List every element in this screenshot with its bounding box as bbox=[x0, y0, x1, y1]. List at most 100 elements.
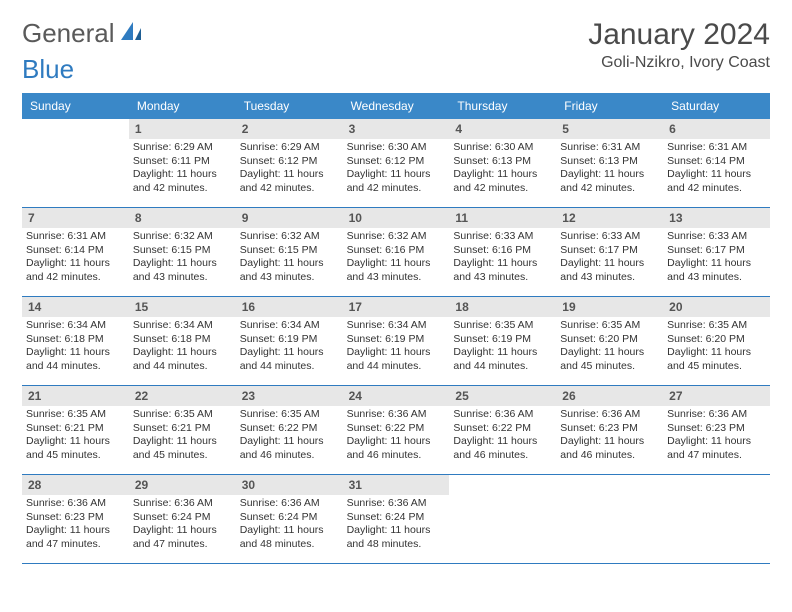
daylight-text: Daylight: 11 hours and 42 minutes. bbox=[26, 257, 125, 284]
sunrise-text: Sunrise: 6:29 AM bbox=[133, 141, 232, 155]
sunset-text: Sunset: 6:14 PM bbox=[667, 155, 766, 169]
daylight-text: Daylight: 11 hours and 43 minutes. bbox=[560, 257, 659, 284]
sunset-text: Sunset: 6:22 PM bbox=[347, 422, 446, 436]
day-cell: 9Sunrise: 6:32 AMSunset: 6:15 PMDaylight… bbox=[236, 208, 343, 296]
sunrise-text: Sunrise: 6:33 AM bbox=[560, 230, 659, 244]
day-details: Sunrise: 6:31 AMSunset: 6:14 PMDaylight:… bbox=[22, 228, 129, 289]
daylight-text: Daylight: 11 hours and 46 minutes. bbox=[453, 435, 552, 462]
day-cell: 12Sunrise: 6:33 AMSunset: 6:17 PMDayligh… bbox=[556, 208, 663, 296]
day-number: 25 bbox=[449, 386, 556, 406]
day-cell: 18Sunrise: 6:35 AMSunset: 6:19 PMDayligh… bbox=[449, 297, 556, 385]
day-cell: 23Sunrise: 6:35 AMSunset: 6:22 PMDayligh… bbox=[236, 386, 343, 474]
day-cell: 29Sunrise: 6:36 AMSunset: 6:24 PMDayligh… bbox=[129, 475, 236, 563]
day-number: 9 bbox=[236, 208, 343, 228]
sunrise-text: Sunrise: 6:35 AM bbox=[240, 408, 339, 422]
daylight-text: Daylight: 11 hours and 45 minutes. bbox=[560, 346, 659, 373]
day-cell: 30Sunrise: 6:36 AMSunset: 6:24 PMDayligh… bbox=[236, 475, 343, 563]
day-cell: 22Sunrise: 6:35 AMSunset: 6:21 PMDayligh… bbox=[129, 386, 236, 474]
sunset-text: Sunset: 6:16 PM bbox=[347, 244, 446, 258]
day-details: Sunrise: 6:35 AMSunset: 6:20 PMDaylight:… bbox=[663, 317, 770, 378]
daylight-text: Daylight: 11 hours and 43 minutes. bbox=[453, 257, 552, 284]
sunrise-text: Sunrise: 6:34 AM bbox=[133, 319, 232, 333]
day-number: 1 bbox=[129, 119, 236, 139]
day-number: 15 bbox=[129, 297, 236, 317]
day-details: Sunrise: 6:35 AMSunset: 6:21 PMDaylight:… bbox=[22, 406, 129, 467]
sunset-text: Sunset: 6:13 PM bbox=[560, 155, 659, 169]
day-details: Sunrise: 6:36 AMSunset: 6:23 PMDaylight:… bbox=[556, 406, 663, 467]
title-block: January 2024 Goli-Nzikro, Ivory Coast bbox=[588, 18, 770, 72]
day-details: Sunrise: 6:36 AMSunset: 6:24 PMDaylight:… bbox=[129, 495, 236, 556]
brand-word-2: Blue bbox=[22, 54, 74, 85]
day-cell: 27Sunrise: 6:36 AMSunset: 6:23 PMDayligh… bbox=[663, 386, 770, 474]
day-number: 7 bbox=[22, 208, 129, 228]
daylight-text: Daylight: 11 hours and 43 minutes. bbox=[667, 257, 766, 284]
day-cell: 24Sunrise: 6:36 AMSunset: 6:22 PMDayligh… bbox=[343, 386, 450, 474]
day-details: Sunrise: 6:36 AMSunset: 6:22 PMDaylight:… bbox=[449, 406, 556, 467]
day-details: Sunrise: 6:36 AMSunset: 6:23 PMDaylight:… bbox=[22, 495, 129, 556]
sunset-text: Sunset: 6:12 PM bbox=[240, 155, 339, 169]
sunset-text: Sunset: 6:21 PM bbox=[133, 422, 232, 436]
sunset-text: Sunset: 6:24 PM bbox=[240, 511, 339, 525]
sunset-text: Sunset: 6:23 PM bbox=[667, 422, 766, 436]
day-details: Sunrise: 6:34 AMSunset: 6:18 PMDaylight:… bbox=[22, 317, 129, 378]
day-cell: 15Sunrise: 6:34 AMSunset: 6:18 PMDayligh… bbox=[129, 297, 236, 385]
day-number: 11 bbox=[449, 208, 556, 228]
sunset-text: Sunset: 6:12 PM bbox=[347, 155, 446, 169]
day-cell: 26Sunrise: 6:36 AMSunset: 6:23 PMDayligh… bbox=[556, 386, 663, 474]
sunset-text: Sunset: 6:22 PM bbox=[453, 422, 552, 436]
daylight-text: Daylight: 11 hours and 42 minutes. bbox=[240, 168, 339, 195]
daylight-text: Daylight: 11 hours and 45 minutes. bbox=[133, 435, 232, 462]
sunset-text: Sunset: 6:18 PM bbox=[26, 333, 125, 347]
weekday-header-row: Sunday Monday Tuesday Wednesday Thursday… bbox=[22, 93, 770, 119]
sunrise-text: Sunrise: 6:36 AM bbox=[347, 497, 446, 511]
sunrise-text: Sunrise: 6:32 AM bbox=[347, 230, 446, 244]
day-details: Sunrise: 6:35 AMSunset: 6:22 PMDaylight:… bbox=[236, 406, 343, 467]
day-cell: 1Sunrise: 6:29 AMSunset: 6:11 PMDaylight… bbox=[129, 119, 236, 207]
sunrise-text: Sunrise: 6:33 AM bbox=[667, 230, 766, 244]
sunset-text: Sunset: 6:24 PM bbox=[347, 511, 446, 525]
day-details: Sunrise: 6:31 AMSunset: 6:13 PMDaylight:… bbox=[556, 139, 663, 200]
sunset-text: Sunset: 6:17 PM bbox=[667, 244, 766, 258]
day-number: 22 bbox=[129, 386, 236, 406]
day-number: 24 bbox=[343, 386, 450, 406]
day-cell: 14Sunrise: 6:34 AMSunset: 6:18 PMDayligh… bbox=[22, 297, 129, 385]
day-cell: 3Sunrise: 6:30 AMSunset: 6:12 PMDaylight… bbox=[343, 119, 450, 207]
sunset-text: Sunset: 6:20 PM bbox=[667, 333, 766, 347]
sunset-text: Sunset: 6:19 PM bbox=[240, 333, 339, 347]
sunrise-text: Sunrise: 6:35 AM bbox=[453, 319, 552, 333]
day-number: 28 bbox=[22, 475, 129, 495]
sunrise-text: Sunrise: 6:34 AM bbox=[240, 319, 339, 333]
sunrise-text: Sunrise: 6:36 AM bbox=[133, 497, 232, 511]
day-number: 12 bbox=[556, 208, 663, 228]
day-cell: 6Sunrise: 6:31 AMSunset: 6:14 PMDaylight… bbox=[663, 119, 770, 207]
day-number: 19 bbox=[556, 297, 663, 317]
daylight-text: Daylight: 11 hours and 44 minutes. bbox=[133, 346, 232, 373]
sunrise-text: Sunrise: 6:36 AM bbox=[240, 497, 339, 511]
daylight-text: Daylight: 11 hours and 48 minutes. bbox=[240, 524, 339, 551]
month-title: January 2024 bbox=[588, 18, 770, 52]
sunset-text: Sunset: 6:11 PM bbox=[133, 155, 232, 169]
calendar: Sunday Monday Tuesday Wednesday Thursday… bbox=[22, 93, 770, 564]
day-details: Sunrise: 6:30 AMSunset: 6:12 PMDaylight:… bbox=[343, 139, 450, 200]
weekday-header: Friday bbox=[556, 93, 663, 119]
weekday-header: Saturday bbox=[663, 93, 770, 119]
day-details: Sunrise: 6:35 AMSunset: 6:21 PMDaylight:… bbox=[129, 406, 236, 467]
day-number: 31 bbox=[343, 475, 450, 495]
daylight-text: Daylight: 11 hours and 44 minutes. bbox=[347, 346, 446, 373]
day-cell: . bbox=[556, 475, 663, 563]
day-cell: 20Sunrise: 6:35 AMSunset: 6:20 PMDayligh… bbox=[663, 297, 770, 385]
day-number: 23 bbox=[236, 386, 343, 406]
sunrise-text: Sunrise: 6:36 AM bbox=[667, 408, 766, 422]
sunrise-text: Sunrise: 6:35 AM bbox=[26, 408, 125, 422]
day-details: Sunrise: 6:33 AMSunset: 6:17 PMDaylight:… bbox=[556, 228, 663, 289]
day-details: Sunrise: 6:35 AMSunset: 6:20 PMDaylight:… bbox=[556, 317, 663, 378]
sunrise-text: Sunrise: 6:35 AM bbox=[560, 319, 659, 333]
day-cell: 25Sunrise: 6:36 AMSunset: 6:22 PMDayligh… bbox=[449, 386, 556, 474]
day-cell: 11Sunrise: 6:33 AMSunset: 6:16 PMDayligh… bbox=[449, 208, 556, 296]
sunset-text: Sunset: 6:24 PM bbox=[133, 511, 232, 525]
sunset-text: Sunset: 6:17 PM bbox=[560, 244, 659, 258]
daylight-text: Daylight: 11 hours and 45 minutes. bbox=[26, 435, 125, 462]
sunrise-text: Sunrise: 6:30 AM bbox=[453, 141, 552, 155]
day-number: 29 bbox=[129, 475, 236, 495]
sunset-text: Sunset: 6:22 PM bbox=[240, 422, 339, 436]
